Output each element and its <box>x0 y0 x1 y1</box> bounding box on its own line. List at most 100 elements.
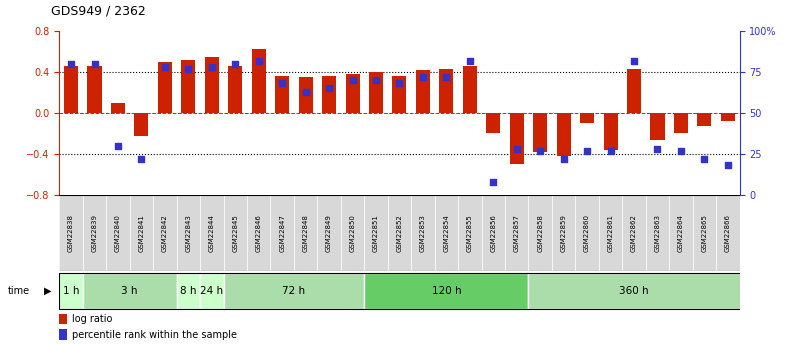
Text: GSM22849: GSM22849 <box>326 214 332 252</box>
Bar <box>176 273 200 308</box>
Point <box>581 148 593 154</box>
Bar <box>83 195 106 271</box>
Text: GSM22853: GSM22853 <box>420 214 426 252</box>
Bar <box>275 76 290 113</box>
Text: GSM22843: GSM22843 <box>185 214 191 252</box>
Bar <box>294 195 317 271</box>
Point <box>158 64 171 70</box>
Text: GSM22842: GSM22842 <box>162 214 168 252</box>
Bar <box>365 195 388 271</box>
Bar <box>153 195 176 271</box>
Text: GSM22856: GSM22856 <box>490 214 496 252</box>
Bar <box>59 273 83 308</box>
Point <box>252 58 265 63</box>
Text: 8 h: 8 h <box>180 286 197 296</box>
Text: GSM22839: GSM22839 <box>92 214 97 252</box>
Bar <box>369 72 383 113</box>
Text: ▶: ▶ <box>44 286 51 296</box>
Bar <box>411 195 434 271</box>
Bar <box>130 195 153 271</box>
Bar <box>200 273 224 308</box>
Bar <box>134 113 149 136</box>
Bar <box>509 113 524 164</box>
Text: GSM22860: GSM22860 <box>584 214 590 252</box>
Text: GSM22857: GSM22857 <box>513 214 520 252</box>
Text: GSM22841: GSM22841 <box>138 214 145 252</box>
Point <box>534 148 547 154</box>
Text: percentile rank within the sample: percentile rank within the sample <box>71 330 237 340</box>
Point <box>464 58 476 63</box>
Bar <box>482 195 505 271</box>
Text: 3 h: 3 h <box>122 286 138 296</box>
Text: GSM22859: GSM22859 <box>561 214 566 252</box>
Point <box>135 156 148 161</box>
Bar <box>346 74 360 113</box>
Point <box>112 143 124 149</box>
Point <box>487 179 500 185</box>
Point <box>276 81 289 86</box>
Bar <box>317 195 341 271</box>
Point <box>558 156 570 161</box>
Bar <box>528 195 552 271</box>
Point <box>440 74 452 80</box>
Bar <box>205 57 219 113</box>
Bar <box>505 195 528 271</box>
Bar <box>458 195 482 271</box>
Text: 360 h: 360 h <box>619 286 649 296</box>
Bar <box>533 113 547 152</box>
Text: GSM22854: GSM22854 <box>444 214 449 252</box>
Text: GSM22852: GSM22852 <box>396 214 403 252</box>
Bar <box>106 195 130 271</box>
Bar <box>439 69 453 113</box>
Bar <box>434 195 458 271</box>
Bar <box>669 195 693 271</box>
Text: log ratio: log ratio <box>71 314 112 324</box>
Bar <box>575 195 599 271</box>
Point <box>628 58 641 63</box>
Bar <box>247 195 271 271</box>
Bar <box>486 113 501 134</box>
Text: GDS949 / 2362: GDS949 / 2362 <box>51 4 146 17</box>
Point <box>698 156 711 161</box>
Text: GSM22864: GSM22864 <box>678 214 684 252</box>
Text: GSM22858: GSM22858 <box>537 214 543 252</box>
Point <box>675 148 687 154</box>
Bar <box>557 113 570 156</box>
Bar <box>59 329 67 340</box>
Bar <box>200 195 224 271</box>
Bar <box>599 195 623 271</box>
Bar <box>229 66 242 113</box>
Point <box>604 148 617 154</box>
Point <box>369 78 382 83</box>
Bar <box>322 76 336 113</box>
Bar <box>528 273 740 308</box>
Bar <box>463 66 477 113</box>
Point <box>323 86 335 91</box>
Text: GSM22850: GSM22850 <box>350 214 355 252</box>
Bar <box>64 66 78 113</box>
Point <box>182 66 195 71</box>
Bar <box>59 314 67 324</box>
Text: GSM22846: GSM22846 <box>255 214 262 252</box>
Text: GSM22861: GSM22861 <box>607 214 614 252</box>
Point <box>346 78 359 83</box>
Text: GSM22844: GSM22844 <box>209 214 215 252</box>
Bar <box>552 195 575 271</box>
Bar <box>224 195 247 271</box>
Bar <box>392 76 407 113</box>
Bar <box>674 113 688 134</box>
Bar <box>298 77 312 113</box>
Text: 24 h: 24 h <box>200 286 223 296</box>
Bar <box>176 195 200 271</box>
Bar <box>716 195 740 271</box>
Bar <box>388 195 411 271</box>
Point <box>721 163 734 168</box>
Point <box>651 146 664 152</box>
Text: GSM22862: GSM22862 <box>631 214 637 252</box>
Bar <box>650 113 664 140</box>
Point <box>229 61 241 67</box>
Bar <box>271 195 294 271</box>
Point <box>393 81 406 86</box>
Point <box>65 61 78 67</box>
Bar <box>721 113 735 121</box>
